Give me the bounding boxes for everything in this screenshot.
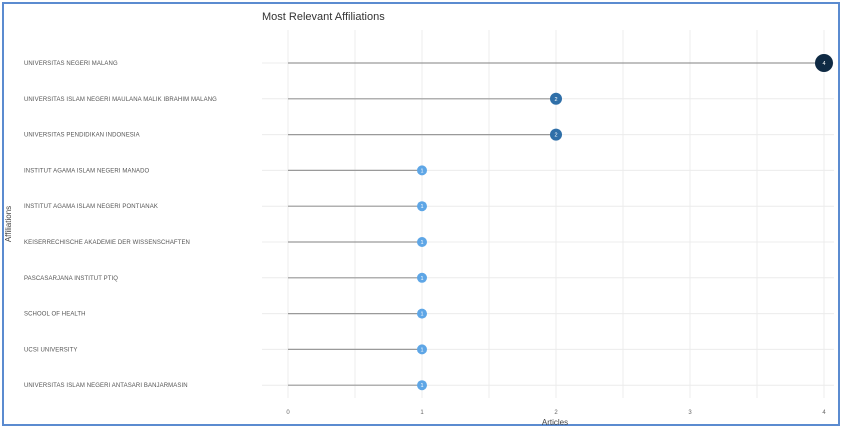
x-tick-labels: 0 1 2 3 4 (286, 410, 826, 416)
lollipop-segments (288, 62, 824, 386)
lollipop-dot (417, 237, 427, 247)
category-label: KEISERRECHISCHE AKADEMIE DER WISSENSCHAF… (24, 240, 190, 246)
category-label: SCHOOL OF HEALTH (24, 312, 86, 318)
dot-value-label: 1 (420, 204, 423, 210)
x-axis-title: Articles (542, 418, 568, 427)
dot-value-label: 1 (420, 168, 423, 174)
lollipop-dot (417, 308, 427, 319)
grid-lines (262, 30, 834, 398)
x-tick-label: 3 (688, 410, 692, 416)
dot-value-label: 4 (822, 61, 825, 67)
lollipop-dot (417, 380, 427, 391)
category-labels: UNIVERSITAS NEGERI MALANG UNIVERSITAS ISL… (24, 61, 217, 389)
category-label: INSTITUT AGAMA ISLAM NEGERI PONTIANAK (24, 204, 158, 210)
chart-title: Most Relevant Affiliations (262, 11, 385, 23)
dot-value-label: 2 (554, 97, 557, 103)
category-label: UNIVERSITAS NEGERI MALANG (24, 61, 118, 67)
dot-value-label: 1 (420, 312, 423, 318)
x-tick-label: 2 (554, 410, 558, 416)
lollipop-dots: 4 2 2 1 1 1 1 1 1 1 (417, 54, 833, 391)
dot-value-label: 1 (420, 276, 423, 282)
category-label: UNIVERSITAS PENDIDIKAN INDONESIA (24, 133, 140, 139)
category-label: PASCASARJANA INSTITUT PTIQ (24, 276, 118, 282)
dot-value-label: 1 (420, 383, 423, 389)
lollipop-dot (417, 344, 427, 355)
lollipop-dot (550, 92, 562, 105)
lollipop-dot (417, 272, 427, 283)
lollipop-dot (417, 165, 427, 176)
y-axis-title: Affiliations (4, 206, 13, 242)
x-tick-label: 4 (822, 410, 826, 416)
chart-frame (2, 2, 840, 426)
lollipop-dot (815, 54, 833, 72)
category-label: INSTITUT AGAMA ISLAM NEGERI MANADO (24, 168, 150, 174)
lollipop-dot (550, 128, 562, 141)
dot-value-label: 1 (420, 240, 423, 246)
dot-value-label: 1 (420, 347, 423, 353)
x-tick-label: 1 (420, 410, 424, 416)
lollipop-dot (417, 201, 427, 212)
category-label: UNIVERSITAS ISLAM NEGERI ANTASARI BANJAR… (24, 383, 188, 389)
category-label: UNIVERSITAS ISLAM NEGERI MAULANA MALIK I… (24, 97, 217, 103)
category-label: UCSI UNIVERSITY (24, 347, 78, 353)
x-tick-label: 0 (286, 410, 290, 416)
dot-value-label: 2 (554, 133, 557, 139)
